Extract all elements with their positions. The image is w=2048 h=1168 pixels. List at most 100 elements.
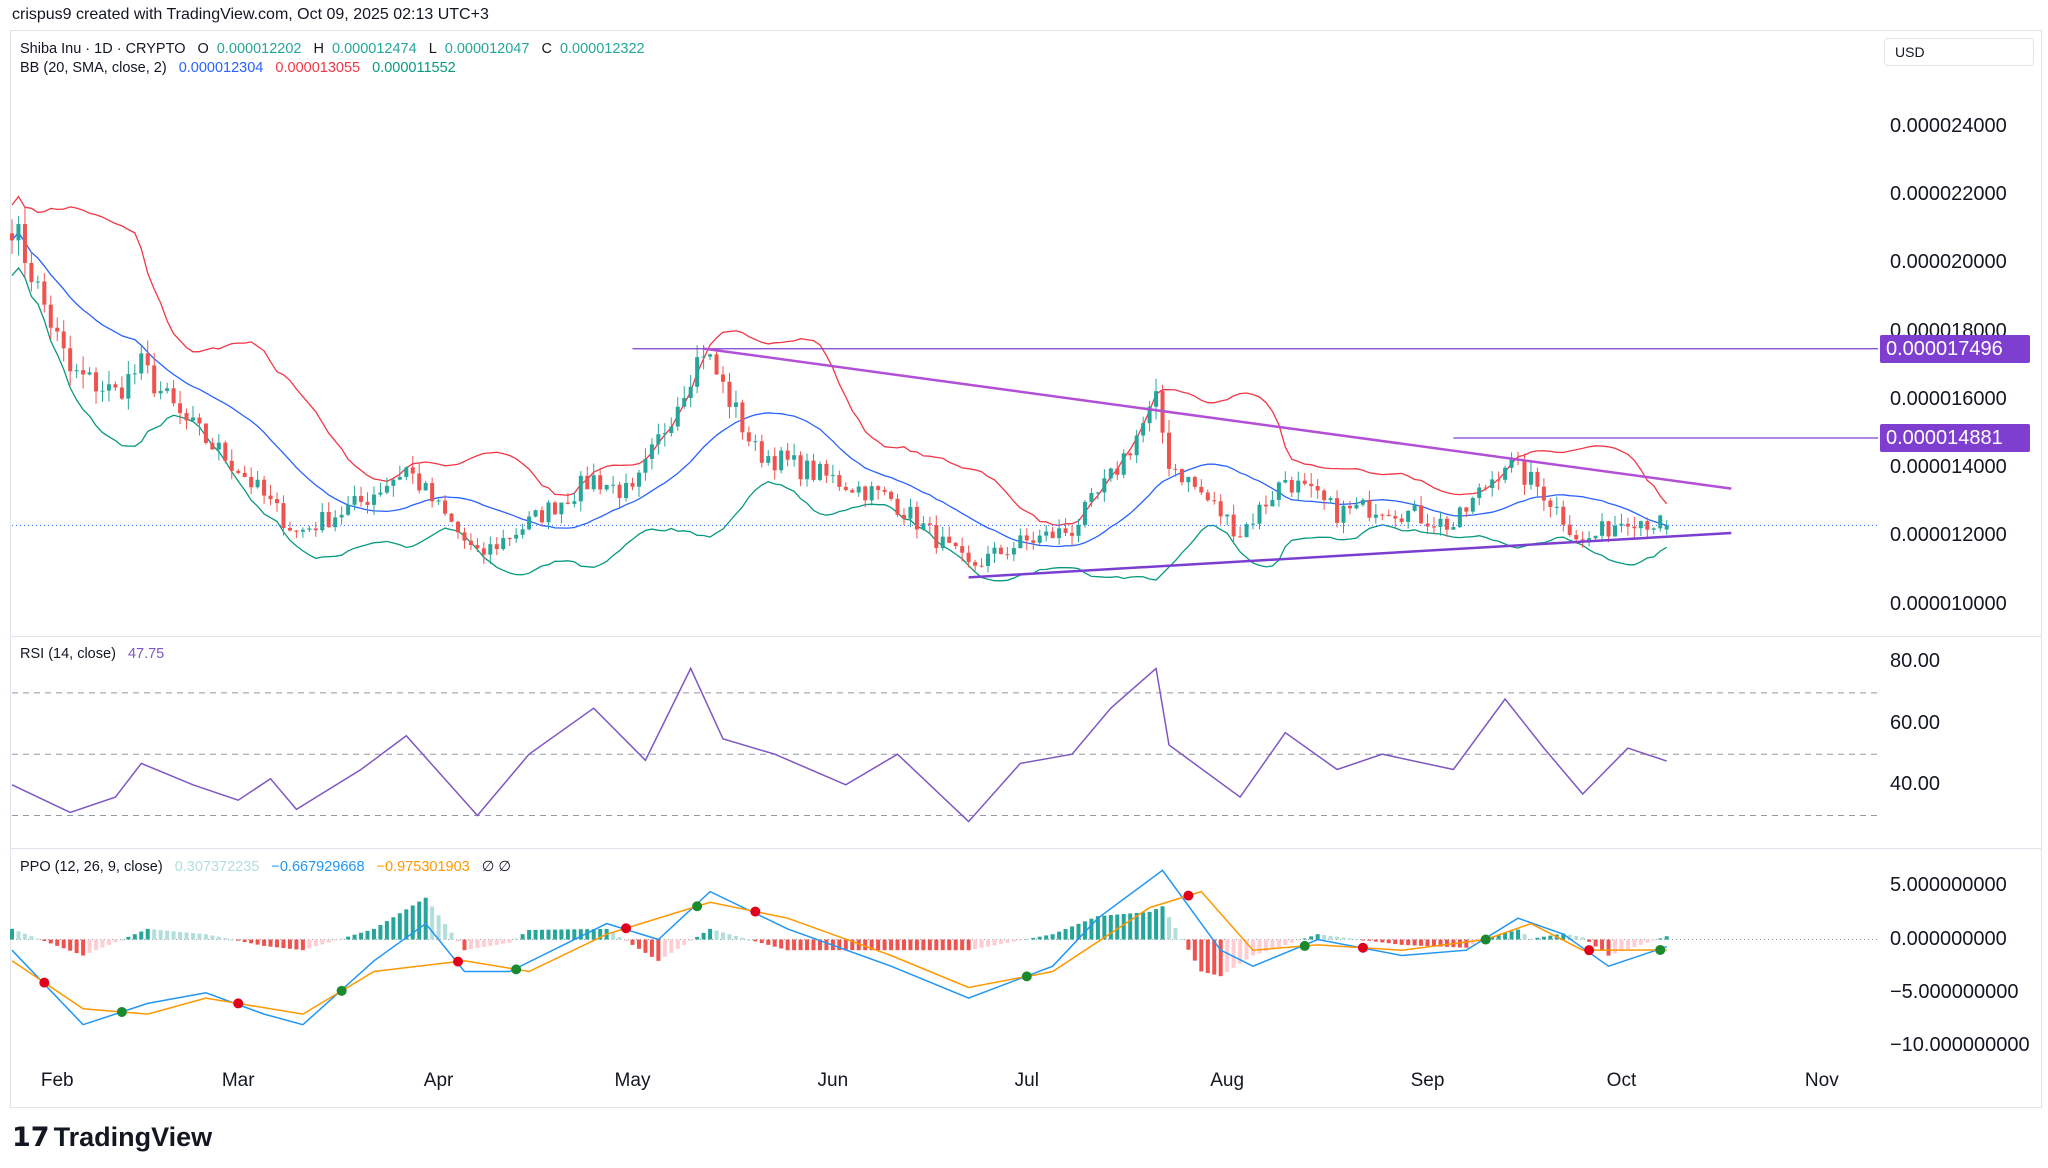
candle-body bbox=[798, 455, 803, 480]
ppo-histogram-bar bbox=[759, 939, 764, 944]
candle-body bbox=[1128, 453, 1133, 456]
ppo-histogram-bar bbox=[1263, 939, 1268, 952]
candle-body bbox=[805, 460, 810, 480]
candle-body bbox=[1367, 499, 1372, 518]
ppo-histogram-bar bbox=[1360, 939, 1365, 941]
candle-body bbox=[87, 372, 92, 375]
candle-body bbox=[701, 356, 706, 358]
ppo-histogram-bar bbox=[1186, 939, 1191, 950]
candle-body bbox=[546, 502, 551, 523]
ppo-histogram-bar bbox=[74, 939, 79, 954]
candle-body bbox=[914, 506, 919, 530]
candle-body bbox=[1522, 460, 1527, 485]
ppo-histogram-bar bbox=[313, 939, 318, 947]
ppo-histogram-bar bbox=[1341, 937, 1346, 940]
ppo-value: −0.667929668 bbox=[271, 859, 365, 875]
tradingview-logo[interactable]: 𝟭𝟳 TradingView bbox=[12, 1122, 212, 1153]
candle-body bbox=[346, 504, 351, 515]
chart-frame bbox=[10, 30, 2042, 1108]
candle-body bbox=[281, 503, 286, 528]
ppo-histogram-bar bbox=[914, 939, 919, 951]
ppo-histogram-bar bbox=[1412, 939, 1417, 946]
ppo-histogram-bar bbox=[455, 939, 460, 942]
ppo-histogram-bar bbox=[598, 928, 603, 940]
ppo-title[interactable]: PPO (12, 26, 9, close) bbox=[20, 859, 163, 875]
ppo-histogram-bar bbox=[1600, 939, 1605, 952]
candle-body bbox=[1470, 497, 1475, 512]
ppo-histogram-bar bbox=[1367, 939, 1372, 941]
ppo-histogram-bar bbox=[1432, 939, 1437, 947]
candle-body bbox=[1444, 518, 1449, 530]
candle-body bbox=[100, 390, 105, 392]
candle-body bbox=[184, 413, 189, 421]
ppo-histogram-bar bbox=[307, 939, 312, 949]
ppo-histogram-bar bbox=[785, 939, 790, 951]
ppo-histogram-bar bbox=[527, 929, 532, 940]
candle-body bbox=[1341, 505, 1346, 523]
ppo-histogram-bar bbox=[1134, 912, 1139, 940]
candle-body bbox=[876, 486, 881, 490]
ppo-histogram-bar bbox=[824, 939, 829, 951]
ppo-histogram-bar bbox=[494, 939, 499, 945]
candle-body bbox=[35, 281, 40, 283]
rsi-title[interactable]: RSI (14, close) bbox=[20, 646, 116, 662]
ppo-histogram-bar bbox=[436, 915, 441, 940]
time-axis-tick: Jun bbox=[817, 1070, 849, 1091]
ppo-histogram-bar bbox=[1283, 939, 1288, 945]
candle-body bbox=[42, 281, 47, 305]
ppo-histogram-bar bbox=[1587, 939, 1592, 942]
ppo-histogram-bar bbox=[475, 939, 480, 949]
candle-body bbox=[1024, 535, 1029, 541]
ppo-histogram-bar bbox=[1503, 933, 1508, 940]
candle-body bbox=[1535, 471, 1540, 487]
candle-body bbox=[1231, 514, 1236, 537]
ppo-cross-dot bbox=[511, 964, 522, 975]
ppo-histogram-bar bbox=[119, 939, 124, 941]
candle-body bbox=[507, 538, 512, 540]
ppo-legend: PPO (12, 26, 9, close) 0.307372235 −0.66… bbox=[20, 859, 519, 875]
candle-body bbox=[1412, 505, 1417, 511]
time-axis-tick: Sep bbox=[1410, 1070, 1445, 1091]
candle-body bbox=[992, 547, 997, 554]
candle-body bbox=[1018, 535, 1023, 549]
candle-body bbox=[727, 381, 732, 407]
ppo-histogram-bar bbox=[371, 928, 376, 940]
time-axis-tick: Mar bbox=[221, 1070, 255, 1091]
ppo-histogram-bar bbox=[462, 939, 467, 951]
ppo-histogram-bar bbox=[106, 939, 111, 945]
candle-body bbox=[359, 495, 364, 502]
candle-body bbox=[55, 327, 60, 332]
candle-body bbox=[617, 484, 622, 498]
ppo-histogram-bar bbox=[171, 931, 176, 940]
ppo-histogram-bar bbox=[843, 939, 848, 951]
ppo-histogram-bar bbox=[42, 939, 47, 941]
ppo-histogram-bar bbox=[242, 939, 247, 943]
resistance-price-tag: 0.000017496 bbox=[1880, 334, 2030, 363]
ppo-axis-tick: 0.000000000 bbox=[1890, 927, 2007, 950]
candle-body bbox=[552, 502, 557, 515]
close-value: 0.000012322 bbox=[559, 41, 645, 57]
candle-body bbox=[649, 444, 654, 459]
ppo-histogram-bar bbox=[701, 932, 706, 940]
ascending-support-trendline bbox=[968, 531, 1732, 579]
chart-caption: crispus9 created with TradingView.com, O… bbox=[12, 6, 489, 23]
ppo-histogram-bar bbox=[1212, 939, 1217, 975]
ppo-histogram-bar bbox=[1632, 939, 1637, 948]
candle-body bbox=[1102, 478, 1107, 493]
candle-body bbox=[1619, 523, 1624, 526]
ppo-histogram-bar bbox=[1664, 936, 1669, 940]
ppo-histogram-bar bbox=[611, 932, 616, 940]
currency-selector[interactable]: USD bbox=[1884, 38, 2034, 66]
candle-body bbox=[1645, 521, 1650, 530]
ppo-histogram-bar bbox=[1199, 939, 1204, 972]
ppo-histogram-bar bbox=[992, 939, 997, 946]
bb-title[interactable]: BB (20, SMA, close, 2) bbox=[20, 60, 167, 76]
candle-body bbox=[1186, 477, 1191, 483]
candle-body bbox=[591, 475, 596, 490]
candle-body bbox=[443, 500, 448, 514]
ppo-histogram-bar bbox=[352, 934, 357, 940]
symbol-title[interactable]: Shiba Inu · 1D · CRYPTO bbox=[20, 41, 186, 57]
ppo-histogram-bar bbox=[1638, 939, 1643, 945]
candle-body bbox=[643, 458, 648, 473]
